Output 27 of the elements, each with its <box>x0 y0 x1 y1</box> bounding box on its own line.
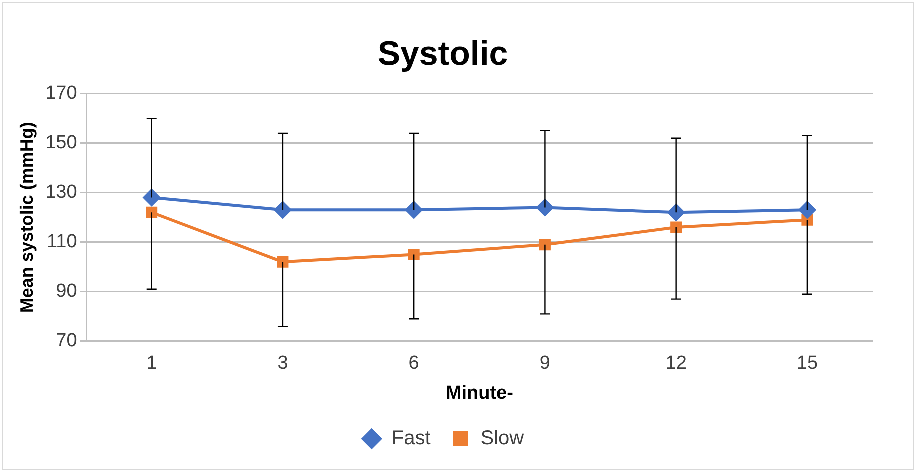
y-tick-label: 110 <box>47 232 78 253</box>
point <box>146 206 158 218</box>
point <box>408 249 420 260</box>
chart-title: Systolic <box>378 34 508 73</box>
y-axis-title: Mean systolic (mmHg) <box>16 122 37 314</box>
legend-label: Fast <box>392 428 432 450</box>
x-tick-label: 15 <box>796 353 818 374</box>
x-tick-label: 1 <box>146 353 158 374</box>
point <box>406 202 423 219</box>
point <box>536 199 554 216</box>
x-axis-title: Minute- <box>446 382 514 404</box>
x-tick-label: 9 <box>540 353 550 374</box>
x-tick-label: 3 <box>278 353 288 374</box>
y-tick-label: 90 <box>56 281 78 302</box>
y-tick-label: 170 <box>46 83 78 104</box>
point <box>670 222 682 234</box>
point <box>143 189 160 206</box>
y-tick-label: 70 <box>56 330 78 352</box>
x-tick-label: 6 <box>408 353 420 374</box>
point <box>539 239 551 251</box>
y-tick-label: 150 <box>46 132 78 154</box>
point <box>277 256 289 268</box>
x-tick-label: 12 <box>666 353 687 374</box>
y-tick-label: 130 <box>46 182 78 204</box>
point <box>274 202 292 219</box>
point <box>798 202 816 219</box>
legend-label: Slow <box>480 428 525 450</box>
